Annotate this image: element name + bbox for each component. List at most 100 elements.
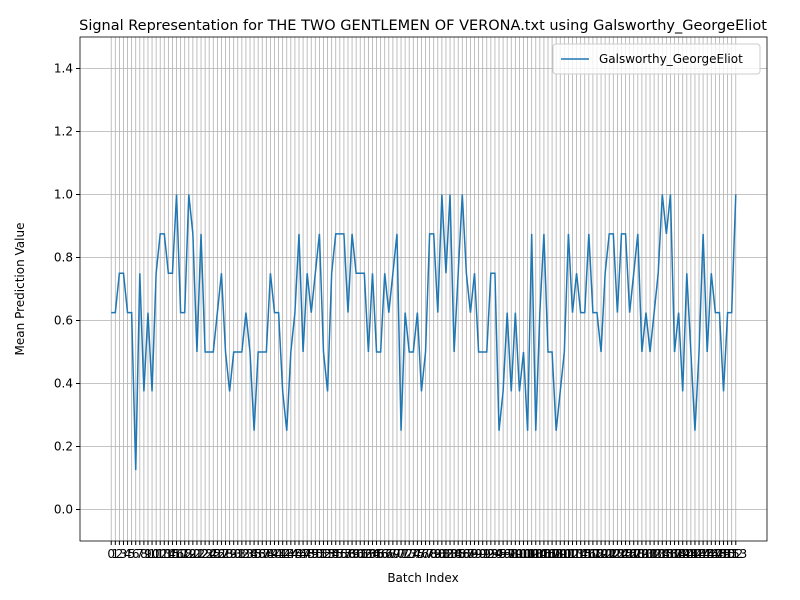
x-tick-label: 31 — [230, 547, 245, 561]
x-tick-label: 66 — [373, 547, 388, 561]
x-tick-label: 57 — [336, 547, 351, 561]
x-tick-label: 8 — [140, 547, 148, 561]
x-tick-label: 4 — [124, 547, 132, 561]
x-tick-label: 82 — [438, 547, 453, 561]
x-tick-label: 53 — [320, 547, 335, 561]
x-tick-label: 93 — [483, 547, 498, 561]
x-tick-label: 83 — [442, 547, 457, 561]
x-tick-label: 76 — [414, 547, 429, 561]
x-tick-label: 27 — [214, 547, 229, 561]
x-tick-label: 120 — [590, 547, 613, 561]
x-tick-label: 106 — [532, 547, 555, 561]
x-tick-label: 80 — [430, 547, 445, 561]
x-tick-label: 127 — [618, 547, 641, 561]
x-tick-label: 136 — [655, 547, 678, 561]
x-tick-label: 97 — [500, 547, 515, 561]
x-tick-label: 116 — [573, 547, 596, 561]
x-tick-label: 22 — [193, 547, 208, 561]
x-tick-label: 42 — [275, 547, 290, 561]
y-axis-label: Mean Prediction Value — [13, 223, 27, 356]
y-tick-label: 1.2 — [54, 125, 73, 139]
x-tick-label: 88 — [463, 547, 478, 561]
x-tick-label: 150 — [712, 547, 735, 561]
legend-label: Galsworthy_GeorgeEliot — [599, 52, 743, 66]
x-tick-label: 151 — [716, 547, 739, 561]
x-tick-label: 61 — [353, 547, 368, 561]
x-axis-label: Batch Index — [387, 571, 458, 585]
x-tick-label: 85 — [451, 547, 466, 561]
x-tick-label: 1 — [111, 547, 119, 561]
x-tick-label: 26 — [210, 547, 225, 561]
x-tick-label: 86 — [455, 547, 470, 561]
x-tick-label: 16 — [169, 547, 184, 561]
y-tick-label: 0.8 — [54, 251, 73, 265]
x-tick-label: 69 — [385, 547, 400, 561]
x-tick-label: 45 — [287, 547, 302, 561]
x-tick-label: 110 — [549, 547, 572, 561]
y-tick-label: 0.6 — [54, 314, 73, 328]
x-tick-label: 70 — [389, 547, 404, 561]
x-tick-label: 119 — [586, 547, 609, 561]
x-tick-label: 12 — [153, 547, 168, 561]
x-tick-label: 140 — [671, 547, 694, 561]
x-tick-label: 24 — [202, 547, 217, 561]
x-tick-label: 35 — [246, 547, 261, 561]
x-tick-label: 13 — [157, 547, 172, 561]
x-tick-label: 126 — [614, 547, 637, 561]
x-tick-label: 87 — [459, 547, 474, 561]
x-tick-label: 67 — [377, 547, 392, 561]
x-tick-label: 92 — [479, 547, 494, 561]
x-tick-label: 47 — [295, 547, 310, 561]
x-tick-label: 133 — [643, 547, 666, 561]
x-tick-label: 3 — [120, 547, 128, 561]
x-tick-label: 143 — [683, 547, 706, 561]
plot-frame — [79, 36, 768, 542]
x-tick-label: 28 — [218, 547, 233, 561]
x-tick-label: 105 — [528, 547, 551, 561]
x-tick-label: 30 — [226, 547, 241, 561]
x-tick-label: 146 — [696, 547, 719, 561]
x-tick-label: 124 — [606, 547, 629, 561]
x-tick-label: 98 — [504, 547, 519, 561]
y-tick-label: 1.4 — [54, 62, 73, 76]
x-tick-label: 18 — [177, 547, 192, 561]
x-tick-label: 96 — [495, 547, 510, 561]
x-tick-label: 59 — [344, 547, 359, 561]
legend-box — [552, 43, 761, 75]
x-tick-label: 101 — [512, 547, 535, 561]
x-tick-label: 99 — [508, 547, 523, 561]
x-tick-label: 109 — [545, 547, 568, 561]
x-tick-label: 147 — [700, 547, 723, 561]
x-tick-label: 122 — [598, 547, 621, 561]
x-tick-label: 23 — [197, 547, 212, 561]
x-tick-label: 44 — [283, 547, 298, 561]
x-tick-label: 134 — [647, 547, 670, 561]
x-tick-label: 60 — [349, 547, 364, 561]
x-tick-label: 129 — [626, 547, 649, 561]
x-tick-label: 115 — [569, 547, 592, 561]
x-tick-label: 138 — [663, 547, 686, 561]
x-tick-label: 58 — [340, 547, 355, 561]
x-tick-label: 77 — [418, 547, 433, 561]
x-tick-label: 145 — [692, 547, 715, 561]
x-tick-label: 72 — [397, 547, 412, 561]
y-tick-label: 1.0 — [54, 188, 73, 202]
x-tick-label: 25 — [206, 547, 221, 561]
x-tick-label: 102 — [516, 547, 539, 561]
x-tick-label: 48 — [300, 547, 315, 561]
x-tick-label: 7 — [136, 547, 144, 561]
x-tick-label: 34 — [242, 547, 257, 561]
x-tick-label: 56 — [332, 547, 347, 561]
x-tick-label: 14 — [161, 547, 176, 561]
legend: Galsworthy_GeorgeEliot — [552, 43, 761, 75]
x-tick-label: 104 — [524, 547, 547, 561]
x-tick-label: 131 — [635, 547, 658, 561]
x-tick-label: 17 — [173, 547, 188, 561]
x-tick-label: 103 — [520, 547, 543, 561]
x-tick-label: 50 — [308, 547, 323, 561]
x-tick-label: 46 — [291, 547, 306, 561]
x-tick-label: 6 — [132, 547, 140, 561]
x-tick-label: 73 — [402, 547, 417, 561]
x-tick-label: 121 — [594, 547, 617, 561]
x-tick-label: 65 — [369, 547, 384, 561]
